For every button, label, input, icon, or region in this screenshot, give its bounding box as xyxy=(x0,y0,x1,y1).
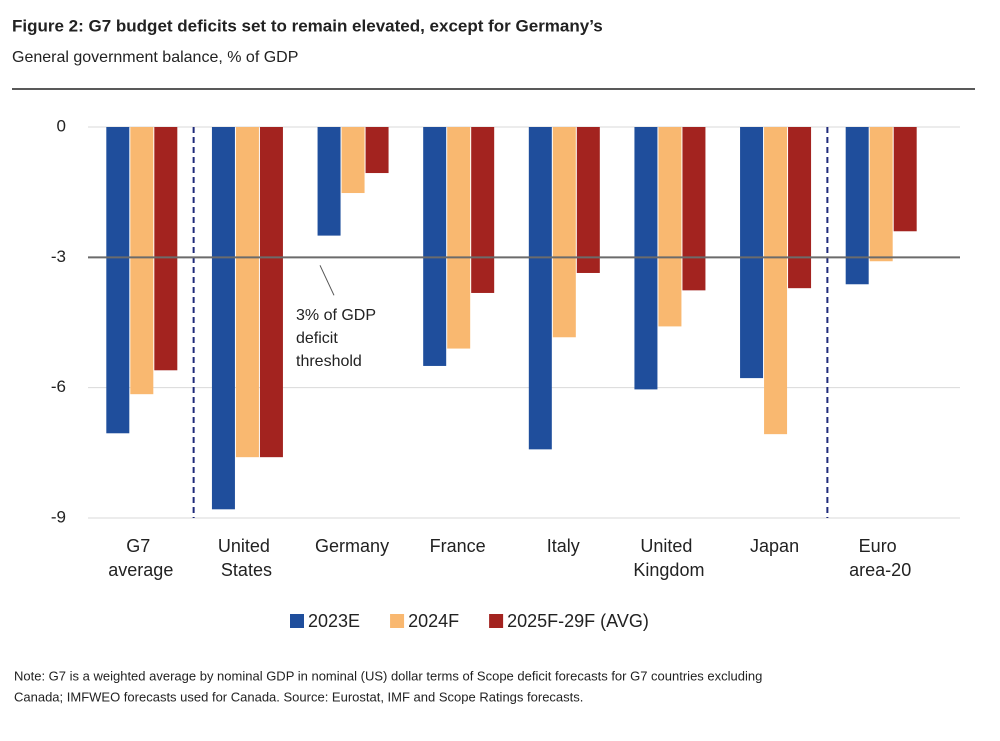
annotation: threshold xyxy=(296,353,362,370)
bar xyxy=(317,127,341,236)
x-tick-label-line: Euro xyxy=(859,536,902,556)
x-tick-label-line: average xyxy=(108,560,173,580)
x-tick-label: G7 average xyxy=(108,536,173,580)
bar xyxy=(106,127,130,434)
bar xyxy=(365,127,389,174)
x-tick-label: Italy xyxy=(547,536,580,556)
y-tick-label: 0 xyxy=(57,116,66,135)
bar xyxy=(259,127,283,458)
bar xyxy=(154,127,178,371)
legend-label: 2023E xyxy=(308,611,360,631)
bar xyxy=(528,127,552,450)
x-tick-label: France xyxy=(430,536,486,556)
bar xyxy=(552,127,576,338)
bar xyxy=(341,127,365,194)
x-tick-label-line: United xyxy=(218,536,275,556)
legend-swatch xyxy=(489,614,504,628)
y-tick-label: -3 xyxy=(51,247,66,266)
note: Canada; IMFWEO forecasts used for Canada… xyxy=(14,689,583,704)
legend-swatch xyxy=(290,614,304,628)
legend-swatch xyxy=(390,614,405,628)
bar xyxy=(788,127,812,289)
bar xyxy=(893,127,917,232)
x-tick-label-line: United xyxy=(640,536,697,556)
bar xyxy=(658,127,682,327)
x-tick-label-line: area-20 xyxy=(849,560,911,580)
bar xyxy=(471,127,495,293)
x-tick-label-line: States xyxy=(221,560,272,580)
y-tick-label: -9 xyxy=(51,507,66,526)
x-tick-label-line: Kingdom xyxy=(633,560,704,580)
x-tick-label: United Kingdom xyxy=(633,536,704,580)
bar xyxy=(423,127,447,366)
bar xyxy=(845,127,869,285)
note: Note: G7 is a weighted average by nomina… xyxy=(14,668,762,683)
bar xyxy=(740,127,764,379)
x-tick-label: United States xyxy=(218,536,275,580)
annotation-leader xyxy=(319,265,335,296)
bar xyxy=(235,127,259,458)
chart-subtitle: General government balance, % of GDP xyxy=(12,49,298,66)
x-tick-label-line: G7 xyxy=(126,536,155,556)
bar xyxy=(130,127,154,395)
bar xyxy=(447,127,471,349)
y-tick-label: -6 xyxy=(51,377,66,396)
bar xyxy=(576,127,600,273)
bar xyxy=(682,127,706,291)
chart-title: Figure 2: G7 budget deficits set to rema… xyxy=(12,16,603,35)
bar xyxy=(764,127,788,435)
x-tick-label: Germany xyxy=(315,536,389,556)
legend-label: 2024F xyxy=(408,611,459,631)
bar xyxy=(211,127,235,510)
annotation: deficit xyxy=(296,330,338,347)
annotation: 3% of GDP xyxy=(296,307,376,324)
x-tick-label: Euro area-20 xyxy=(849,536,911,580)
legend-label: 2025F-29F (AVG) xyxy=(507,611,649,631)
bar xyxy=(869,127,893,262)
x-tick-label: Japan xyxy=(750,536,799,556)
